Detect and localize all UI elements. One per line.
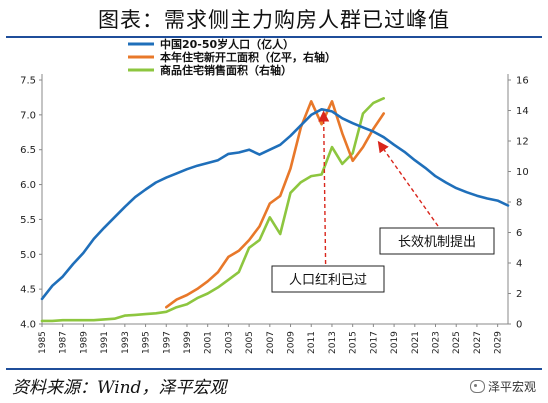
y-right-tick-label: 6 bbox=[516, 228, 522, 239]
y-right-tick-label: 12 bbox=[516, 137, 529, 148]
series-layer bbox=[40, 97, 510, 323]
y-left-tick-label: 6.5 bbox=[20, 145, 36, 156]
x-tick-label: 2011 bbox=[307, 331, 317, 354]
x-tick-label: 1999 bbox=[183, 331, 193, 354]
x-tick-label: 2013 bbox=[328, 331, 338, 354]
wechat-icon bbox=[469, 380, 485, 393]
series-line-2 bbox=[40, 97, 386, 323]
x-tick-label: 2017 bbox=[369, 331, 379, 354]
x-tick-label: 2021 bbox=[411, 331, 421, 354]
y-right-tick-label: 8 bbox=[516, 198, 522, 209]
x-tick-label: 1985 bbox=[38, 331, 48, 354]
y-left-tick-label: 5.5 bbox=[20, 215, 36, 226]
annotation-box-1 bbox=[271, 265, 385, 293]
x-tick-label: 2025 bbox=[452, 331, 462, 354]
y-right-tick-label: 14 bbox=[516, 106, 529, 117]
annotation-arrow-1 bbox=[318, 110, 330, 265]
series-line-1 bbox=[165, 100, 386, 309]
x-tick-label: 1997 bbox=[162, 331, 172, 354]
x-tick-label: 2007 bbox=[266, 331, 276, 354]
y-left-tick-label: 4.0 bbox=[20, 320, 36, 331]
x-tick-label: 1991 bbox=[100, 331, 110, 354]
y-left-tick-label: 7.0 bbox=[20, 110, 36, 121]
x-tick-label: 2009 bbox=[287, 331, 297, 354]
chart-axes: 4.0 4.5 5.0 5.5 6.0 6.5 7.0 7.5 0 2 4 6 8 10 12 14 16 198… bbox=[20, 74, 529, 354]
annotation-arrow-2 bbox=[377, 140, 439, 227]
x-tick-label: 1993 bbox=[121, 331, 131, 354]
y-right-tick-label: 16 bbox=[516, 76, 529, 87]
y-right-tick-label: 2 bbox=[516, 289, 522, 300]
y-right-tick-label: 4 bbox=[516, 259, 522, 270]
source-note: 资料来源：Wind，泽平宏观 bbox=[12, 378, 227, 398]
y-right-tick-label: 0 bbox=[516, 320, 522, 331]
legend-label: 商品住宅销售面积（右轴） bbox=[160, 63, 292, 77]
y-left-tick-label: 7.5 bbox=[20, 76, 36, 87]
x-tick-label: 2005 bbox=[245, 331, 255, 354]
brand-label: 泽平宏观 bbox=[487, 380, 536, 394]
x-tick-label: 2015 bbox=[349, 331, 359, 354]
x-tick-label: 2019 bbox=[390, 331, 400, 354]
x-tick-label: 2003 bbox=[224, 331, 234, 354]
annotation-label-1: 人口红利已过 bbox=[289, 272, 367, 288]
title-rule bbox=[6, 36, 542, 38]
chart-title: 图表：需求侧主力购房人群已过峰值 bbox=[98, 8, 450, 32]
annotation-box-2 bbox=[379, 227, 495, 255]
legend-label: 中国20-50岁人口（亿人） bbox=[160, 37, 294, 51]
y-left-tick-label: 6.0 bbox=[20, 180, 36, 191]
x-tick-label: 1989 bbox=[79, 331, 89, 354]
brand-mark: 泽平宏观 bbox=[469, 378, 536, 395]
x-tick-label: 2027 bbox=[473, 331, 483, 354]
x-tick-label: 2023 bbox=[432, 331, 442, 354]
chart-legend: 中国20-50岁人口（亿人）本年住宅新开工面积（亿平，右轴）商品住宅销售面积（右… bbox=[128, 37, 336, 77]
chart-annotations: 人口红利已过 长效机制提出 bbox=[271, 110, 495, 293]
y-left-tick-label: 5.0 bbox=[20, 250, 36, 261]
x-tick-label: 2029 bbox=[494, 331, 504, 354]
series-line-0 bbox=[40, 108, 510, 301]
x-tick-label: 1987 bbox=[59, 331, 69, 354]
x-tick-label: 1995 bbox=[142, 331, 152, 354]
y-right-tick-label: 10 bbox=[516, 167, 529, 178]
annotation-label-2: 长效机制提出 bbox=[398, 234, 476, 250]
y-left-tick-label: 4.5 bbox=[20, 285, 36, 296]
x-tick-label: 2001 bbox=[204, 331, 214, 354]
footer-rule bbox=[6, 368, 542, 370]
legend-label: 本年住宅新开工面积（亿平，右轴） bbox=[160, 50, 336, 64]
